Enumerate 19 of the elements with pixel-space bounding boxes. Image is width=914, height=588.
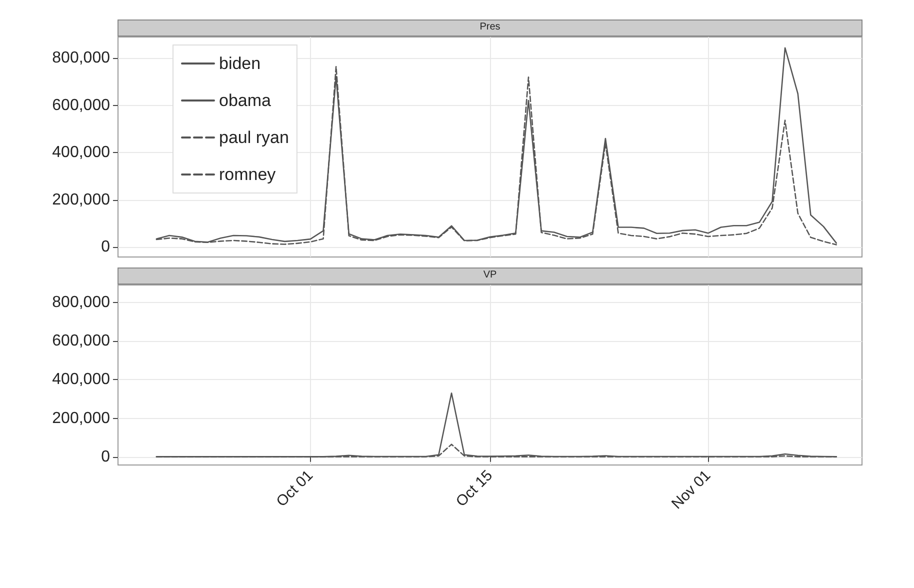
chart-title: Pres xyxy=(480,22,500,32)
y-tick-label: 400,000 xyxy=(52,144,110,162)
text: paul ryan xyxy=(219,128,289,147)
y-tick-label: 600,000 xyxy=(52,96,110,114)
y-tick-label: 200,000 xyxy=(52,191,110,208)
y-tick-label: 200,000 xyxy=(52,410,110,427)
x-tick-label: Nov 01 xyxy=(668,466,714,513)
y-tick-label: 400,000 xyxy=(52,371,110,388)
legend-label: obama xyxy=(219,91,272,110)
chart-title: VP xyxy=(483,270,497,280)
legend-label: romney xyxy=(219,165,276,184)
text: biden xyxy=(219,54,261,73)
y-tick-label: 0 xyxy=(101,238,110,256)
y-tick-label: 600,000 xyxy=(52,332,110,350)
x-tick-label: Oct 15 xyxy=(452,466,496,510)
x-tick-label: Oct 01 xyxy=(273,466,316,510)
y-tick-label: 0 xyxy=(101,448,110,466)
y-tick-label: 800,000 xyxy=(52,50,110,67)
y-tick-label: 800,000 xyxy=(52,294,110,311)
